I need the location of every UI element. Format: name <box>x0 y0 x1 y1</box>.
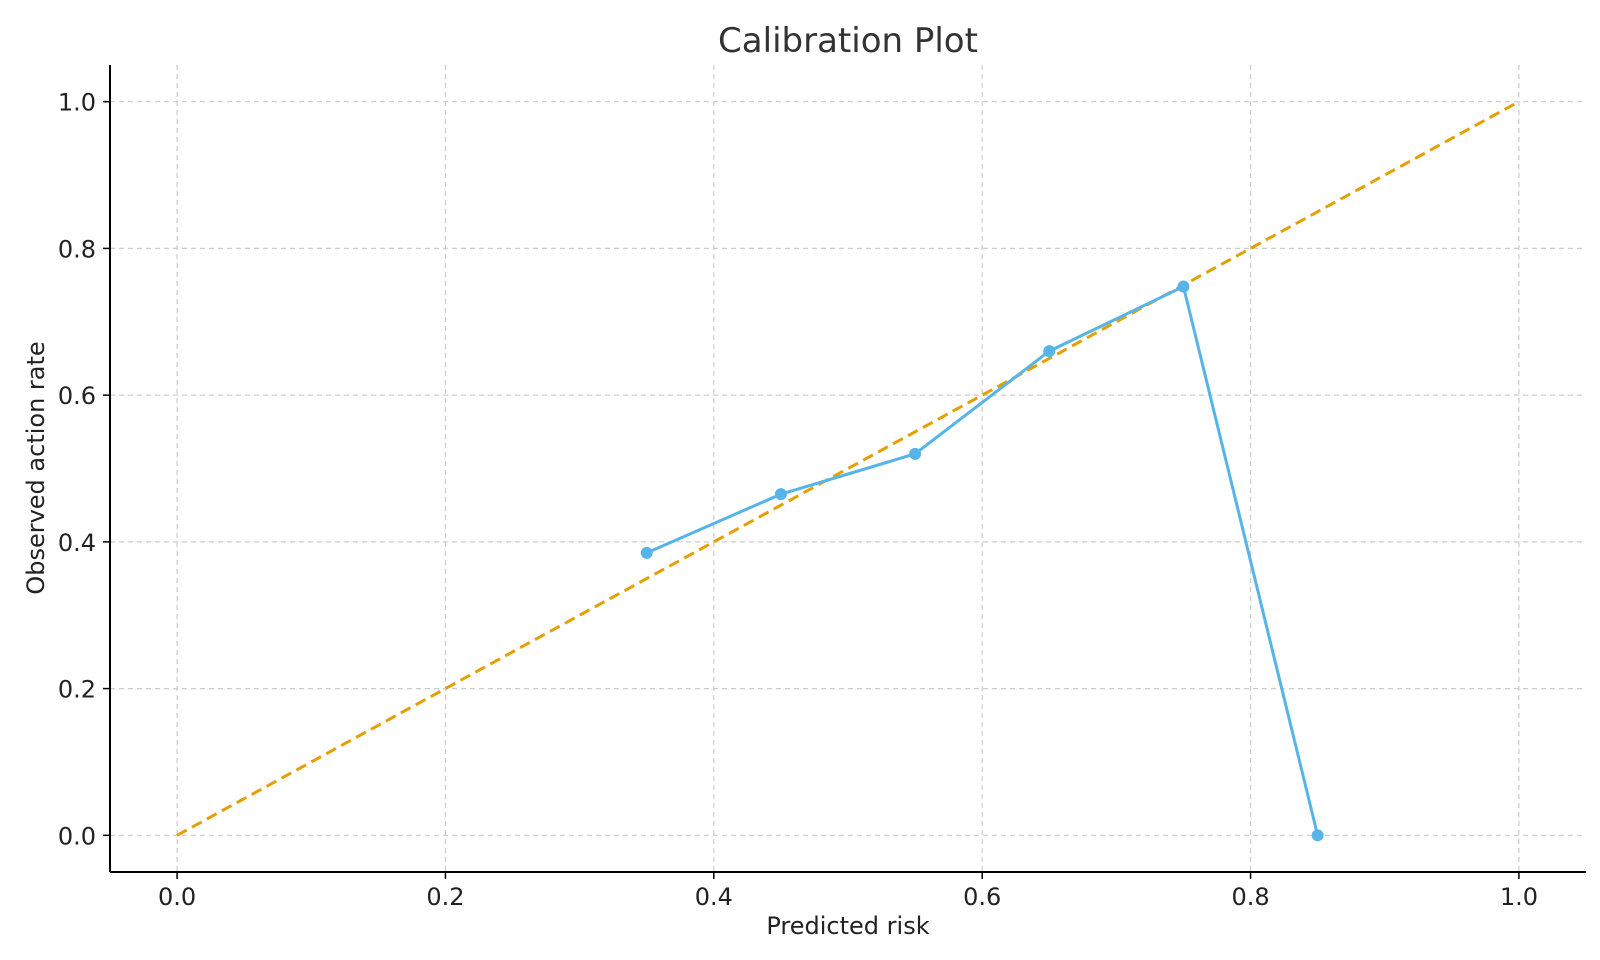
calibration-point <box>640 546 653 559</box>
x-axis-label: Predicted risk <box>766 912 929 940</box>
y-tick-label: 0.2 <box>58 676 96 704</box>
x-tick-label: 0.2 <box>426 883 464 911</box>
calibration-point <box>909 447 922 460</box>
x-tick-label: 0.8 <box>1231 883 1269 911</box>
chart-title: Calibration Plot <box>718 21 978 61</box>
y-tick-label: 0.6 <box>58 382 96 410</box>
y-tick-label: 0.0 <box>58 822 96 850</box>
calibration-point <box>1043 345 1056 358</box>
x-tick-label: 0.6 <box>963 883 1001 911</box>
y-tick-label: 0.4 <box>58 529 96 557</box>
calibration-point <box>1177 280 1190 293</box>
y-tick-label: 1.0 <box>58 89 96 117</box>
x-tick-label: 1.0 <box>1500 883 1538 911</box>
x-tick-label: 0.4 <box>695 883 733 911</box>
axis-ticks: 0.0 0.2 0.4 0.6 0.8 1.0 0.0 0.2 0.4 0.6 0.8 1.0 <box>58 89 1538 911</box>
calibration-point <box>774 488 787 501</box>
calibration-line <box>646 285 1320 836</box>
y-tick-label: 0.8 <box>58 235 96 263</box>
data-series <box>176 100 1520 842</box>
y-axis-label: Observed action rate <box>22 341 50 594</box>
reference-line <box>176 100 1520 837</box>
calibration-point <box>1311 829 1324 842</box>
x-tick-label: 0.0 <box>158 883 196 911</box>
grid-lines <box>110 65 1586 872</box>
